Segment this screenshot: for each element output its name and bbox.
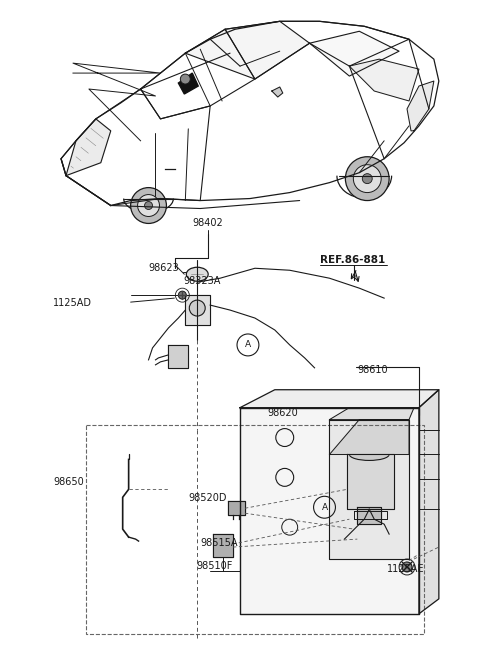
- Text: 98610: 98610: [357, 365, 388, 375]
- Bar: [86, 424, 424, 634]
- Circle shape: [138, 194, 159, 216]
- Polygon shape: [185, 295, 210, 325]
- Text: 98323A: 98323A: [183, 276, 221, 286]
- Circle shape: [353, 165, 381, 193]
- Polygon shape: [419, 390, 439, 614]
- Text: REF.86-881: REF.86-881: [320, 256, 385, 265]
- Polygon shape: [240, 407, 419, 614]
- Circle shape: [179, 291, 186, 299]
- Polygon shape: [185, 21, 310, 79]
- Circle shape: [346, 157, 389, 200]
- Polygon shape: [310, 32, 399, 76]
- Polygon shape: [272, 87, 283, 97]
- Circle shape: [362, 173, 372, 183]
- Polygon shape: [348, 455, 394, 509]
- Circle shape: [189, 300, 205, 316]
- Text: 98510F: 98510F: [196, 561, 233, 571]
- Text: 98620: 98620: [268, 407, 299, 418]
- Polygon shape: [349, 59, 419, 101]
- Text: A: A: [322, 503, 327, 512]
- Text: 98520D: 98520D: [188, 493, 227, 503]
- Ellipse shape: [349, 449, 389, 461]
- Text: 98402: 98402: [193, 218, 224, 229]
- Text: 98515A: 98515A: [200, 538, 238, 548]
- Polygon shape: [329, 420, 409, 559]
- Circle shape: [144, 202, 153, 210]
- Polygon shape: [168, 345, 188, 368]
- Circle shape: [180, 74, 190, 84]
- Polygon shape: [66, 119, 111, 175]
- Ellipse shape: [186, 267, 208, 281]
- Text: 1125AD: 1125AD: [53, 298, 92, 308]
- Circle shape: [131, 188, 167, 223]
- Polygon shape: [407, 81, 434, 131]
- Polygon shape: [329, 420, 409, 455]
- Text: 98623: 98623: [148, 263, 180, 273]
- Circle shape: [402, 562, 412, 572]
- Polygon shape: [213, 534, 233, 557]
- Polygon shape: [329, 407, 414, 420]
- Polygon shape: [240, 390, 439, 407]
- Text: A: A: [245, 340, 251, 350]
- Polygon shape: [228, 501, 245, 515]
- Polygon shape: [179, 73, 198, 94]
- Polygon shape: [357, 507, 381, 524]
- Text: 1125AE: 1125AE: [387, 564, 425, 574]
- Text: 98650: 98650: [53, 478, 84, 487]
